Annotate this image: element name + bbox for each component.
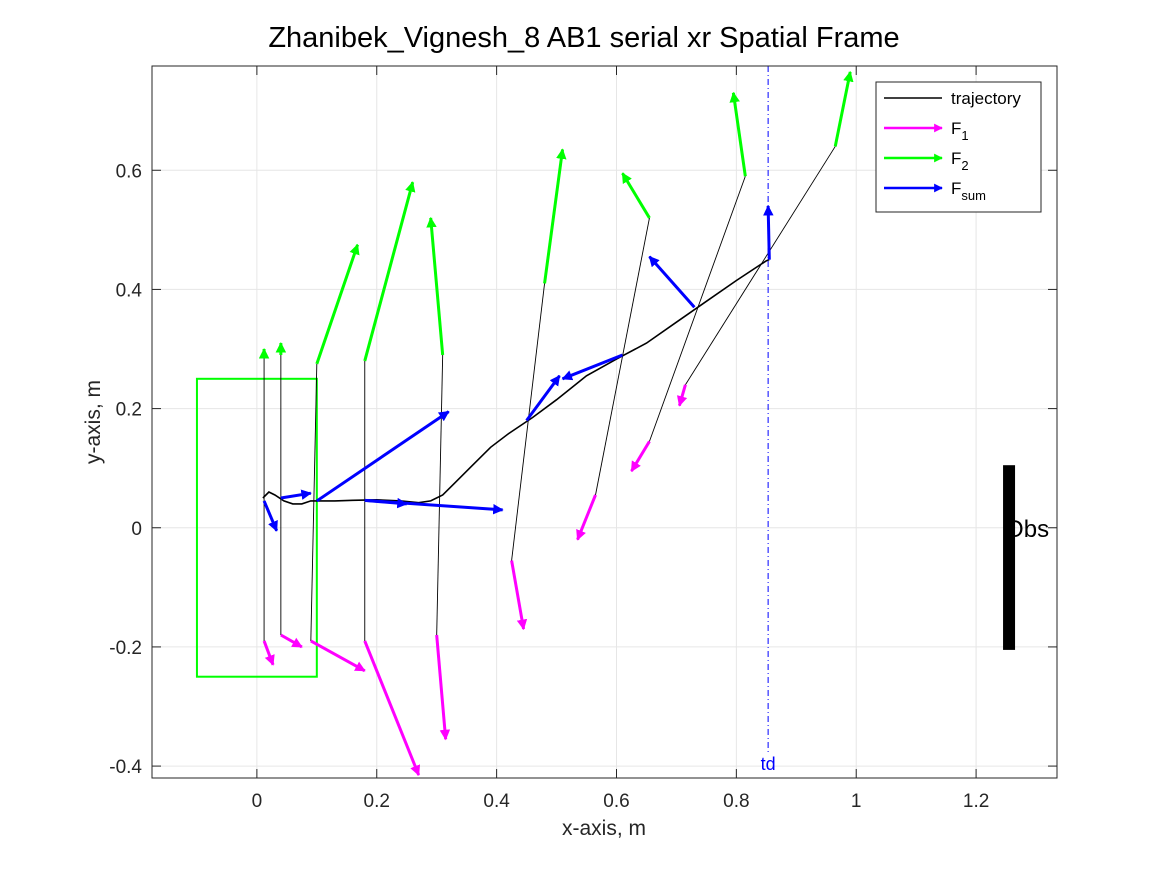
f1-arrow (576, 494, 597, 541)
x-tick-label: 0 (252, 791, 263, 812)
obstacle-bar (1003, 465, 1016, 650)
f1-arrow (510, 560, 528, 631)
trajectory-line (262, 258, 770, 505)
f2-arrow (729, 91, 747, 177)
legend-label-trajectory: trajectory (951, 89, 1021, 108)
obstacle-layer: Obs (1003, 465, 1049, 650)
axes-frame (151, 65, 1058, 779)
legend-label-f2: F2 (951, 149, 969, 173)
legend-label-f1: F1 (951, 119, 969, 143)
start-box-layer (195, 377, 318, 678)
obstacle-label: Obs (1005, 516, 1049, 543)
y-tick-label: 0 (131, 519, 142, 540)
fsum-arrow (364, 498, 504, 515)
link-lines-layer (263, 146, 836, 641)
f1-arrow (262, 640, 275, 666)
chart-title: Zhanibek_Vignesh_8 AB1 serial xr Spatial… (268, 22, 899, 54)
y-tick-label: -0.2 (109, 638, 142, 659)
x-tick-label: 1 (851, 791, 862, 812)
link-line (649, 176, 746, 442)
legend-box (875, 81, 1042, 213)
legend-label-fsum: Fsum (951, 179, 986, 203)
axis-ticks (152, 66, 1057, 778)
y-tick-label: 0.4 (116, 280, 143, 301)
td-label: td (761, 754, 776, 774)
fsum-arrow (648, 255, 696, 309)
fsum-arrow (280, 489, 312, 500)
y-axis-label: y-axis, m (82, 380, 105, 464)
f1-arrow (435, 634, 451, 741)
grid (152, 66, 1057, 778)
f2-arrow (833, 70, 854, 147)
fsum-arrow (525, 374, 561, 422)
td-layer: td (761, 66, 776, 774)
tick-labels: 0 0.2 0.4 0.6 0.8 1 1.2 -0.4 -0.2 0 0.2 0.4 0.6 (109, 161, 989, 812)
f1-arrow (280, 633, 303, 649)
x-tick-label: 0.2 (364, 791, 390, 812)
f1-arrow (310, 639, 366, 673)
link-line (310, 363, 318, 641)
f2-arrow (315, 243, 360, 365)
trajectory-layer (262, 258, 770, 505)
f1-arrow (630, 440, 651, 473)
y-tick-label: -0.4 (109, 757, 142, 778)
fsum-arrow (262, 500, 279, 532)
x-tick-label: 0.4 (483, 791, 510, 812)
f2-arrow (543, 148, 567, 284)
x-axis-label: x-axis, m (562, 817, 646, 840)
fsum-arrow (315, 410, 450, 503)
force-arrows-layer (258, 70, 854, 776)
y-tick-label: 0.2 (116, 400, 142, 421)
f1-arrow (363, 640, 421, 776)
x-tick-label: 0.6 (603, 791, 629, 812)
f2-arrow (621, 172, 651, 219)
x-tick-label: 0.8 (723, 791, 749, 812)
f2-arrow (426, 216, 445, 356)
fsum-arrow (561, 353, 624, 381)
link-line (511, 283, 546, 561)
x-tick-label: 1.2 (963, 791, 989, 812)
f1-arrow (676, 384, 688, 407)
f2-arrow (363, 181, 416, 362)
legend: trajectory F1 F2 Fsum (875, 81, 1042, 213)
link-line (436, 354, 444, 636)
y-tick-label: 0.6 (116, 161, 142, 182)
start-box (195, 377, 318, 678)
